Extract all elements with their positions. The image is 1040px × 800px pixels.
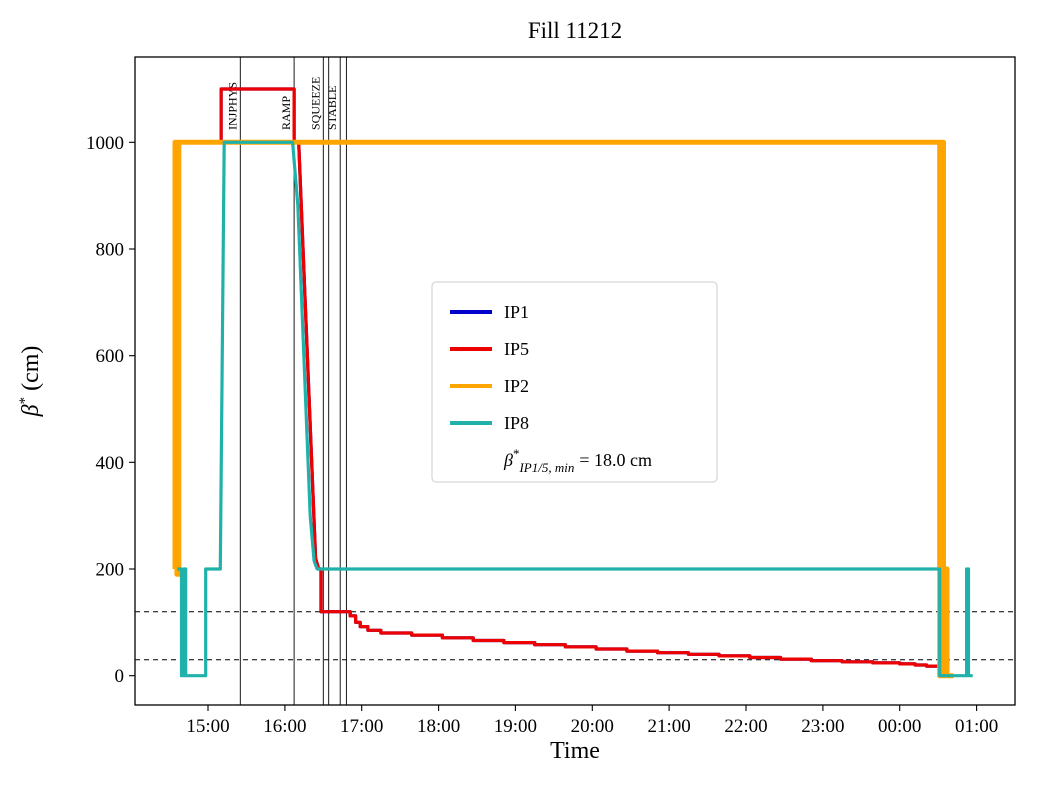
- x-tick-label: 19:00: [494, 716, 537, 737]
- y-tick-label: 200: [96, 560, 125, 581]
- x-tick-label: 01:00: [955, 716, 998, 737]
- y-tick-label: 0: [115, 666, 125, 687]
- y-tick-label: 800: [96, 240, 125, 261]
- x-tick-label: 15:00: [186, 716, 229, 737]
- beam-mode-label: SQUEEZE: [308, 77, 322, 130]
- legend-label-IP5: IP5: [504, 339, 529, 359]
- legend-label-IP1: IP1: [504, 302, 529, 322]
- data-series-group: [172, 87, 973, 679]
- x-tick-label: 18:00: [417, 716, 460, 737]
- legend-box: [431, 281, 718, 483]
- x-tick-label: 20:00: [571, 716, 614, 737]
- series-IP8: [177, 140, 973, 678]
- x-axis-label: Time: [550, 738, 600, 764]
- legend: IP1 IP5 IP2 IP8 β*IP1/5, min = 18.0 cm: [431, 281, 718, 483]
- y-label-units: (cm): [18, 346, 44, 391]
- background-lines-group: [135, 611, 1015, 661]
- x-tick-label: 16:00: [263, 716, 306, 737]
- y-axis-label: β* (cm): [17, 346, 44, 418]
- beta-min-annotation: β*IP1/5, min = 18.0 cm: [503, 446, 652, 475]
- y-tick-label: 400: [96, 453, 125, 474]
- y-tick-label: 1000: [86, 133, 124, 154]
- y-label-symbol: β: [18, 404, 44, 417]
- x-tick-label: 17:00: [340, 716, 383, 737]
- x-tick-label: 00:00: [878, 716, 921, 737]
- y-label-superscript: *: [17, 397, 33, 405]
- x-tick-label: 21:00: [647, 716, 690, 737]
- chart-title: Fill 11212: [528, 18, 622, 43]
- beam-mode-lines-group: INJPHYS RAMP SQUEEZE STABLE: [225, 57, 347, 705]
- x-tick-label: 22:00: [724, 716, 767, 737]
- beam-mode-label: STABLE: [325, 86, 339, 130]
- legend-label-IP8: IP8: [504, 413, 529, 433]
- beam-mode-label: INJPHYS: [225, 82, 239, 130]
- axes-ticks-group: 15:00 16:00 17:00 18:00 19:00 20:00 21:00 22:00…: [86, 133, 998, 737]
- plot-border: [134, 56, 1016, 706]
- legend-label-IP2: IP2: [504, 376, 529, 396]
- beam-mode-label: RAMP: [279, 96, 293, 130]
- series-IP5: [219, 87, 940, 668]
- x-tick-label: 23:00: [801, 716, 844, 737]
- y-tick-label: 600: [96, 346, 125, 367]
